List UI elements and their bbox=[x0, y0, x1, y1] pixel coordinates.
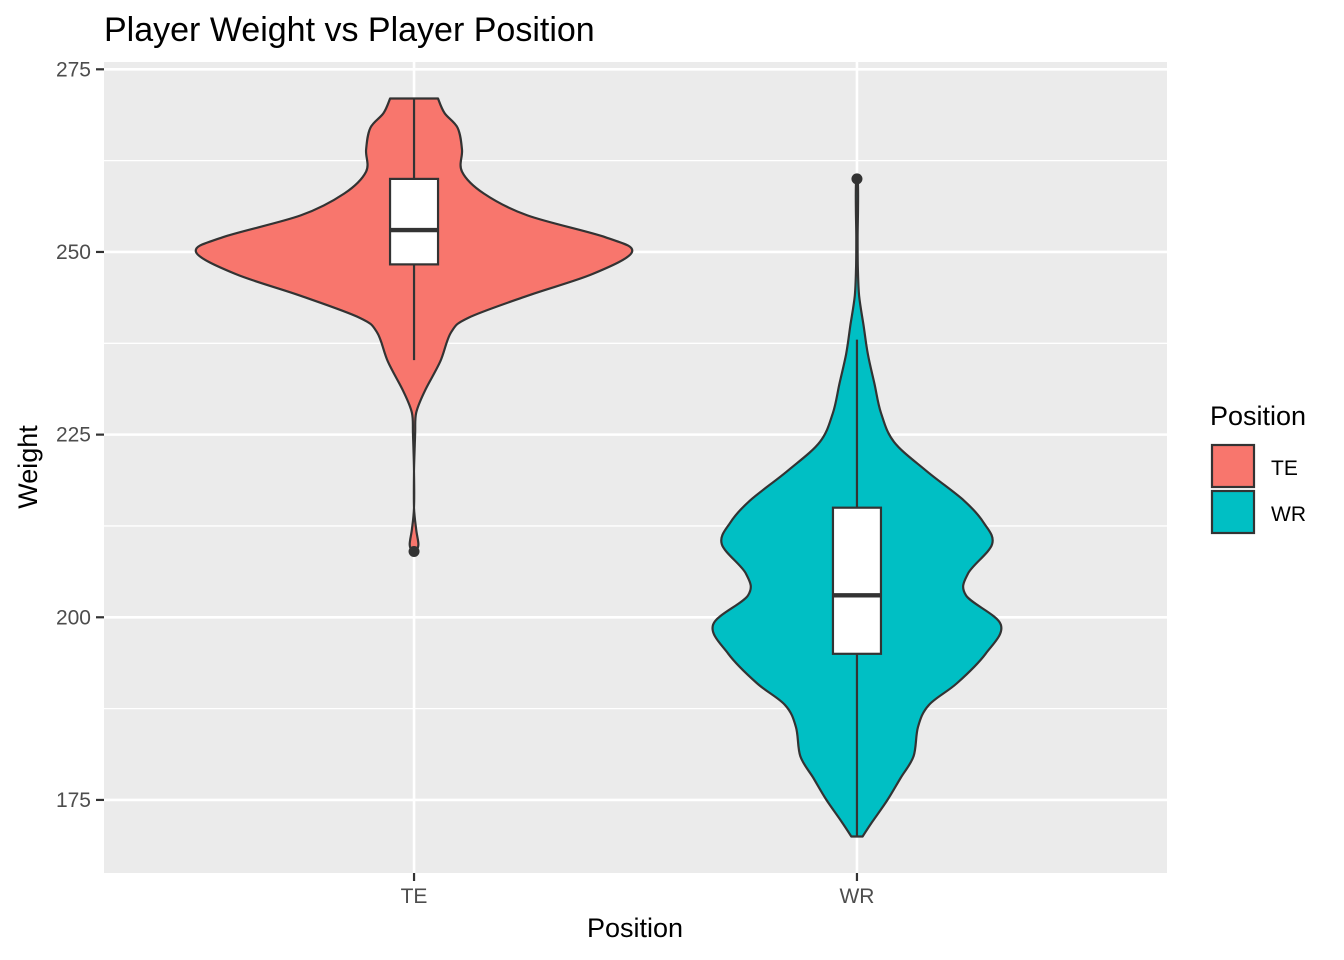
boxplot-layer bbox=[388, 98, 883, 837]
legend-label-te: TE bbox=[1271, 457, 1298, 480]
legend-key-te bbox=[1210, 443, 1256, 489]
y-tick-label: 225 bbox=[56, 424, 91, 447]
outlier-point bbox=[851, 173, 863, 185]
legend-key-wr bbox=[1210, 489, 1256, 535]
chart-title: Player Weight vs Player Position bbox=[104, 11, 595, 49]
y-tick-label: 250 bbox=[56, 241, 91, 264]
legend: Position TE WR bbox=[1210, 401, 1306, 535]
axis-layer: 175 200 225 250 275 TE WR bbox=[56, 58, 875, 908]
y-axis-title: Weight bbox=[13, 425, 43, 509]
box-te bbox=[388, 177, 440, 266]
y-tick-label: 275 bbox=[56, 58, 91, 81]
plot-panel bbox=[104, 62, 1167, 873]
x-axis-title: Position bbox=[587, 913, 683, 943]
y-tick-label: 200 bbox=[56, 606, 91, 629]
legend-label-wr: WR bbox=[1271, 503, 1306, 526]
outlier-point bbox=[408, 546, 420, 558]
x-tick-label: TE bbox=[401, 885, 428, 908]
legend-title: Position bbox=[1210, 401, 1306, 431]
box-wr bbox=[831, 506, 883, 655]
x-tick-label: WR bbox=[839, 885, 874, 908]
y-tick-label: 175 bbox=[56, 789, 91, 812]
